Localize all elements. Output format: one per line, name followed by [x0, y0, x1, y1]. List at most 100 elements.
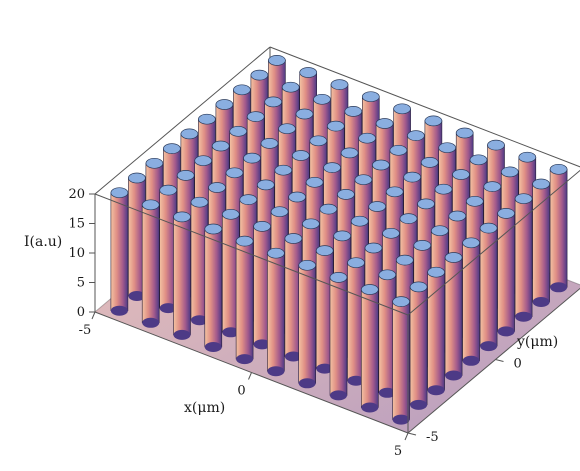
peak-top — [385, 186, 404, 198]
peak-pillar-body — [267, 252, 285, 372]
peak-pillar — [221, 208, 240, 338]
peak-top — [246, 111, 265, 122]
peak-top — [452, 169, 470, 180]
peak-top — [378, 269, 397, 281]
peak-top — [382, 227, 400, 239]
peak-pillar — [479, 222, 498, 352]
peak-pillar-base — [316, 363, 334, 374]
peak-pillar-base — [128, 291, 146, 301]
peak-pillar-base — [330, 390, 347, 401]
peak-pillar-base — [298, 378, 316, 389]
peak-pillar-base — [497, 326, 515, 337]
peak-top — [326, 120, 345, 132]
z-axis-ticks: 0 5 10 15 20 — [68, 187, 95, 320]
peak-pillar-body — [462, 242, 480, 362]
peak-pillar-base — [159, 303, 177, 314]
peak-top — [360, 284, 379, 295]
peak-top — [393, 103, 411, 115]
peak-top — [514, 193, 533, 205]
x-tick-mark — [248, 372, 252, 380]
y-axis-label: y(μm) — [516, 334, 558, 350]
y-tick-label: -5 — [426, 430, 439, 445]
box-edge-top-left — [94, 46, 271, 195]
peak-pillar-base — [480, 341, 498, 352]
peak-pillar-body — [409, 286, 428, 406]
peak-pillar-body — [141, 204, 160, 324]
peak-pillar-body — [444, 257, 463, 376]
peak-top — [204, 223, 223, 235]
peak-pillar-body — [392, 301, 410, 420]
box-edge-top-front — [94, 193, 409, 316]
peak-pillar-base — [550, 282, 568, 293]
x-tick-mark — [404, 432, 409, 441]
peak-top — [430, 225, 449, 237]
peak-pillar — [173, 211, 191, 340]
peak-top — [487, 139, 505, 151]
peak-pillar — [204, 223, 223, 352]
peak-top — [291, 150, 310, 161]
peak-top — [395, 254, 414, 266]
peak-pillar — [159, 184, 178, 314]
peak-pillar-body — [235, 240, 254, 360]
peak-pillar — [253, 221, 271, 350]
peak-pillar-base — [427, 385, 445, 396]
peak-top — [309, 135, 328, 147]
peak-top — [267, 247, 285, 259]
peak-pillar-base — [110, 305, 128, 316]
peak-pillar-base — [253, 339, 271, 350]
peak-pillar-body — [479, 227, 498, 347]
peak-pillar-base — [347, 375, 365, 386]
peak-top — [243, 152, 261, 164]
peak-pillar — [497, 208, 515, 337]
peak-top — [235, 235, 254, 247]
box-edge-top-back — [269, 46, 580, 168]
y-tick-mark — [407, 432, 417, 436]
peak-top — [479, 222, 498, 234]
peak-pillar-body — [514, 198, 533, 317]
peak-pillar — [549, 163, 568, 293]
peak-pillar — [190, 196, 209, 326]
peak-top — [256, 179, 275, 191]
y-tick-label: 0 — [514, 357, 522, 372]
peak-pillar — [427, 266, 445, 396]
peak-pillar-base — [142, 317, 160, 328]
peak-top — [141, 199, 160, 211]
peak-top — [225, 167, 244, 179]
peak-top — [518, 151, 537, 163]
peak-top — [347, 257, 365, 269]
peak-top — [413, 240, 432, 251]
peak-top — [221, 208, 240, 220]
peak-pillar-base — [532, 297, 550, 307]
peak-top — [532, 178, 550, 190]
peak-pillar — [235, 235, 254, 365]
z-tick-label: 0 — [77, 305, 85, 320]
peak-pillar — [267, 247, 285, 377]
peak-pillar — [444, 252, 463, 381]
peak-top — [302, 218, 320, 230]
peak-pillar-body — [110, 192, 129, 311]
peak-top — [239, 194, 258, 205]
peak-top — [128, 172, 146, 184]
peak-top — [250, 69, 269, 81]
peak-top — [110, 187, 129, 199]
x-axis-ticks: -5 0 5 — [79, 311, 409, 459]
peak-top — [354, 174, 373, 186]
peak-pillar — [141, 199, 160, 328]
peak-pillar — [392, 296, 410, 425]
peak-pillars — [110, 55, 568, 425]
x-tick-mark — [91, 311, 96, 320]
peak-top — [298, 259, 317, 271]
peak-pillar-body — [204, 228, 223, 348]
peak-top — [337, 189, 355, 200]
peak-top — [329, 272, 348, 283]
peak-pillar-base — [378, 387, 396, 398]
peak-pillar-base — [515, 311, 533, 322]
peak-pillar — [347, 257, 365, 386]
peak-pillar — [329, 272, 348, 401]
z-tick-label: 15 — [68, 217, 85, 232]
peak-top — [375, 118, 394, 129]
peak-pillar-body — [298, 264, 317, 384]
peak-top — [368, 201, 387, 212]
peak-top — [469, 154, 488, 166]
x-tick-label: 0 — [237, 384, 245, 399]
